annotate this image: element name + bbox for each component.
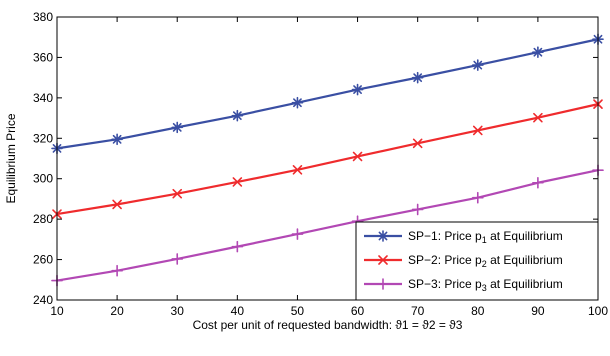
legend-label-suffix: at Equilibrium [487, 253, 563, 267]
x-axis-label: Cost per unit of requested bandwidth: ϑ1… [193, 318, 463, 332]
legend-label: SP−2: Price p2 at Equilibrium [408, 253, 563, 269]
series-3-line [56, 169, 599, 282]
axes: 10 20 30 40 50 60 70 80 90 100 240 260 280 300 320 340 3… [33, 10, 608, 318]
legend-label-suffix: at Equilibrium [487, 277, 563, 291]
series-3 [51, 164, 604, 287]
legend-label-subscript: 2 [482, 259, 487, 269]
y-tick-label: 300 [33, 172, 53, 186]
legend-item-1: SP−1: Price p1 at Equilibrium [364, 229, 563, 245]
series-3-point [291, 228, 304, 240]
series-3-point [171, 253, 184, 265]
series-2-point [533, 112, 543, 123]
x-tick-label: 10 [50, 304, 64, 318]
x-tick-label: 60 [351, 304, 365, 318]
series-2-line [56, 103, 599, 216]
series-1-point [111, 133, 123, 146]
legend-swatch-marker [378, 255, 388, 265]
y-tick-label: 260 [33, 253, 53, 267]
series-3-point [532, 176, 544, 189]
y-tick-label: 280 [33, 212, 53, 226]
legend-label-prefix: SP−1: Price p [408, 229, 482, 243]
series-group [51, 33, 604, 287]
legend-label: SP−1: Price p1 at Equilibrium [408, 229, 563, 245]
series-3-point [111, 264, 123, 277]
y-tick-label: 380 [33, 10, 53, 24]
y-tick-label: 360 [33, 50, 53, 64]
series-2-point [232, 177, 243, 187]
x-tick-label: 20 [110, 304, 124, 318]
x-tick-label: 80 [471, 304, 485, 318]
series-1-point [351, 83, 364, 96]
series-1-point [411, 71, 424, 84]
legend-label-prefix: SP−3: Price p [408, 277, 482, 291]
x-axis-label-math: ϑ1 = ϑ2 = ϑ3 [395, 318, 462, 332]
x-tick-label: 100 [588, 304, 608, 318]
x-tick-label: 40 [231, 304, 245, 318]
series-2-point [412, 138, 423, 149]
legend-item-3: SP−3: Price p3 at Equilibrium [364, 277, 563, 293]
legend-label-prefix: SP−2: Price p [408, 253, 482, 267]
legend-label-subscript: 1 [482, 235, 487, 245]
legend-item-2: SP−2: Price p2 at Equilibrium [364, 253, 563, 269]
series-1-point [532, 46, 544, 58]
x-tick-label: 70 [411, 304, 425, 318]
axes-frame [56, 16, 599, 301]
legend-swatch-marker [377, 278, 389, 290]
legend-label-subscript: 3 [482, 283, 487, 293]
legend-label-suffix: at Equilibrium [487, 229, 563, 243]
series-2-point [112, 199, 122, 210]
legend-label: SP−3: Price p3 at Equilibrium [408, 277, 563, 293]
x-tick-label: 30 [171, 304, 185, 318]
legend-swatch-marker [377, 230, 389, 242]
x-axis-label-text: Cost per unit of requested bandwidth: [193, 318, 396, 332]
series-1-point [171, 121, 184, 134]
x-tick-label: 50 [291, 304, 305, 318]
series-3-point [411, 203, 424, 216]
series-3-point [471, 191, 484, 204]
series-2-point [172, 188, 183, 199]
y-axis-label: Equilibrium Price [4, 113, 18, 203]
series-3-point [231, 240, 244, 253]
series-2-point [472, 125, 483, 136]
series-1-line [56, 38, 599, 150]
series-1-point [231, 109, 244, 122]
x-tick-label: 90 [531, 304, 545, 318]
series-1-point [291, 96, 304, 109]
y-tick-label: 320 [33, 131, 53, 145]
y-tick-label: 340 [33, 91, 53, 105]
y-tick-label: 240 [33, 293, 53, 307]
series-2-point [292, 165, 303, 175]
series-2 [52, 99, 603, 219]
series-2-point [352, 151, 363, 162]
series-1-point [471, 59, 484, 71]
